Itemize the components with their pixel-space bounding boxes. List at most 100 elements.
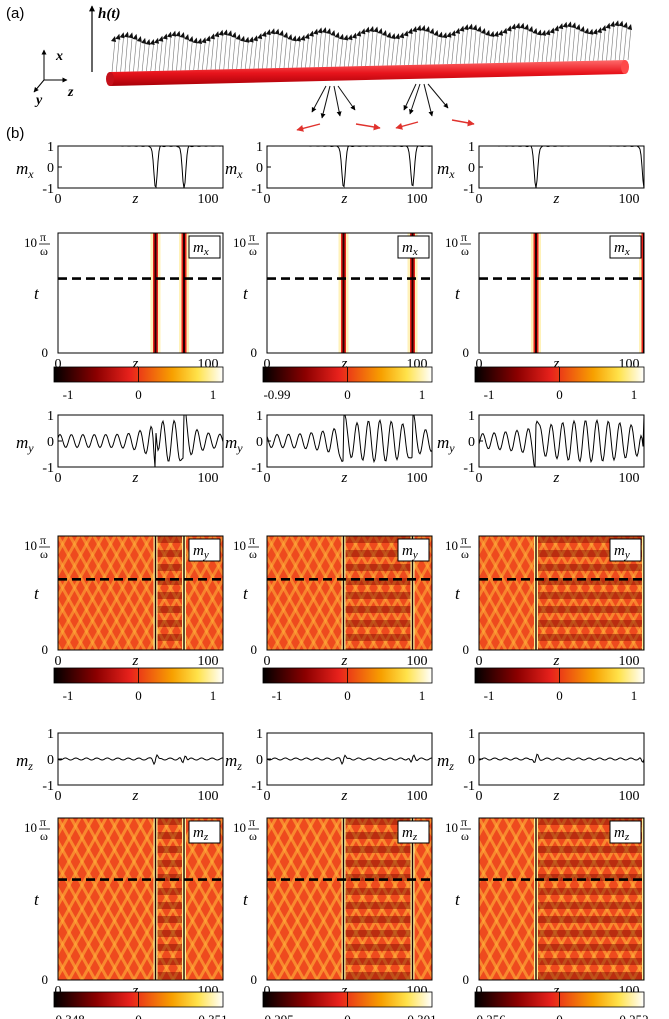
- heat-stripe: [479, 598, 508, 650]
- spin-head: [360, 28, 366, 35]
- spin-stem: [193, 41, 197, 71]
- y-axis-label: my: [16, 433, 34, 455]
- x-tick-label: 100: [198, 789, 219, 804]
- y-tick-label-num: π: [40, 815, 46, 829]
- heat-stripe: [647, 536, 669, 650]
- plot-frame: [57, 817, 224, 981]
- heat-checker: [155, 930, 184, 937]
- heat-checker: [536, 944, 644, 951]
- y-tick-label: -1: [42, 779, 54, 794]
- x-axis-label: z: [132, 191, 139, 207]
- spin-stem: [614, 24, 619, 61]
- y-tick-label: 0: [42, 345, 49, 360]
- spin-head: [476, 25, 482, 32]
- x-axis-label: z: [132, 788, 139, 804]
- spin-head: [437, 31, 443, 38]
- heat-stripe: [58, 818, 82, 862]
- spin-stem: [520, 26, 524, 63]
- heat-stripe: [361, 536, 428, 650]
- heat-stripe: [0, 818, 28, 980]
- colorbar-mz-col2: -0.295 0 0.301: [260, 991, 437, 1019]
- heat-stripe: [479, 909, 518, 980]
- spin-head: [115, 33, 121, 40]
- spin-head: [295, 35, 301, 42]
- plot-frame: [478, 414, 645, 468]
- heat-stripe: [0, 536, 31, 650]
- wall-spin-arrow: [337, 85, 356, 111]
- heat-stripe: [646, 818, 669, 980]
- heat-stripe: [540, 818, 633, 980]
- heat-checker: [343, 578, 413, 585]
- y-tick-label: 1: [256, 140, 263, 155]
- y-tick-label: 0: [47, 753, 54, 768]
- spin-stem: [558, 27, 563, 62]
- legend-box: [397, 820, 430, 844]
- heat-stripe: [479, 885, 531, 980]
- heat-stripe: [479, 818, 542, 933]
- spin-head: [502, 27, 508, 34]
- x-axis-label: z: [341, 470, 348, 486]
- spin-stem: [184, 37, 189, 71]
- spin-stem: [593, 32, 597, 61]
- colorbar-max-label: 0.301: [407, 1012, 436, 1019]
- y-tick-label: 0: [47, 435, 54, 450]
- colorbar-mx-col3: -1 0 1: [474, 366, 645, 402]
- heat-stripe: [0, 818, 15, 980]
- spin-head: [528, 26, 534, 33]
- heat-stripe: [639, 641, 644, 650]
- heat-checker: [155, 620, 184, 627]
- legend-box: [188, 235, 221, 259]
- spin-stem: [365, 30, 369, 67]
- spin-head: [132, 33, 138, 40]
- spin-stem: [589, 32, 593, 61]
- x-tick-label: 100: [407, 471, 428, 486]
- spin-head: [450, 30, 456, 37]
- legend-box: [397, 235, 430, 259]
- colorbar-mid-label: 0: [135, 1012, 142, 1019]
- y-tick-label: 0: [251, 345, 258, 360]
- heat-stripe: [58, 885, 110, 980]
- component-legend: my: [397, 538, 430, 562]
- heat-checker: [343, 620, 413, 627]
- component-legend: my: [609, 538, 642, 562]
- x-tick-label: 0: [55, 471, 62, 486]
- legend-box: [188, 538, 221, 562]
- spin-stem: [528, 29, 533, 63]
- plot-frame: [266, 535, 433, 651]
- legend-label-sub: x: [412, 246, 418, 258]
- spin-head: [377, 27, 383, 34]
- spin-stem: [533, 31, 537, 63]
- heat-checker: [343, 606, 413, 613]
- wall-spin-arrow: [423, 83, 434, 117]
- x-axis-label: z: [132, 653, 139, 669]
- wire-right-end: [621, 60, 629, 74]
- heat-plot-y-col3: my 10 πω 0 t 0 100 z: [445, 533, 669, 669]
- my-curve: [266, 414, 433, 464]
- heat-checker: [536, 888, 644, 895]
- heat-stripe: [0, 818, 4, 980]
- wall-motion-arrows: [296, 119, 475, 132]
- heat-stripe: [58, 576, 99, 650]
- spin-head: [111, 35, 116, 42]
- heat-stripe: [393, 909, 432, 980]
- heat-checker: [536, 916, 644, 923]
- mx-curve: [267, 145, 432, 188]
- spin-head: [184, 33, 190, 40]
- spin-head: [313, 28, 319, 35]
- heat-checker: [343, 832, 413, 839]
- wall-spin-arrow: [333, 85, 342, 117]
- spin-stem: [429, 31, 434, 65]
- heat-stripe: [267, 862, 332, 980]
- x-axis-label: z: [553, 356, 560, 372]
- spin-head: [347, 34, 353, 41]
- spin-head: [412, 26, 417, 33]
- spin-stem: [541, 33, 546, 62]
- heat-stripe: [0, 818, 2, 980]
- spin-head: [145, 38, 151, 45]
- spin-head: [338, 33, 344, 40]
- y-axis-label-sub: y: [448, 441, 455, 455]
- motion-arrow-right-2: [451, 119, 475, 127]
- heat-stripe: [267, 818, 291, 862]
- spin-stem: [352, 36, 357, 67]
